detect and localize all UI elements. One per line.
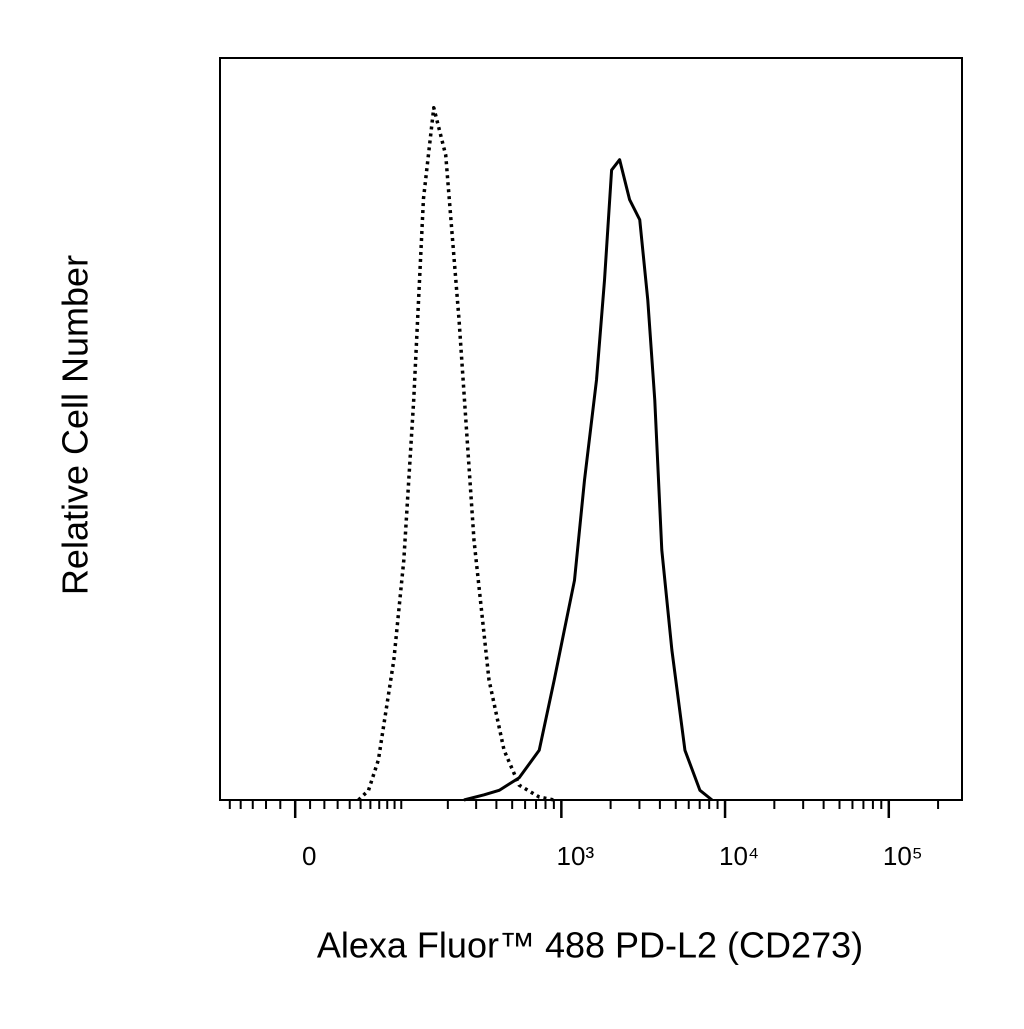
plot-frame [219,57,963,801]
x-tick-label: 10⁵ [883,841,923,871]
histogram-line [357,105,555,802]
x-tick-label: 0 [302,841,316,871]
y-axis-title: Relative Cell Number [55,255,96,595]
histogram-line [463,158,713,802]
x-tick-label: 10³ [557,841,595,871]
x-axis-title: Alexa Fluor™ 488 PD-L2 (CD273) [317,925,863,966]
x-tick-label: 10⁴ [719,841,759,871]
